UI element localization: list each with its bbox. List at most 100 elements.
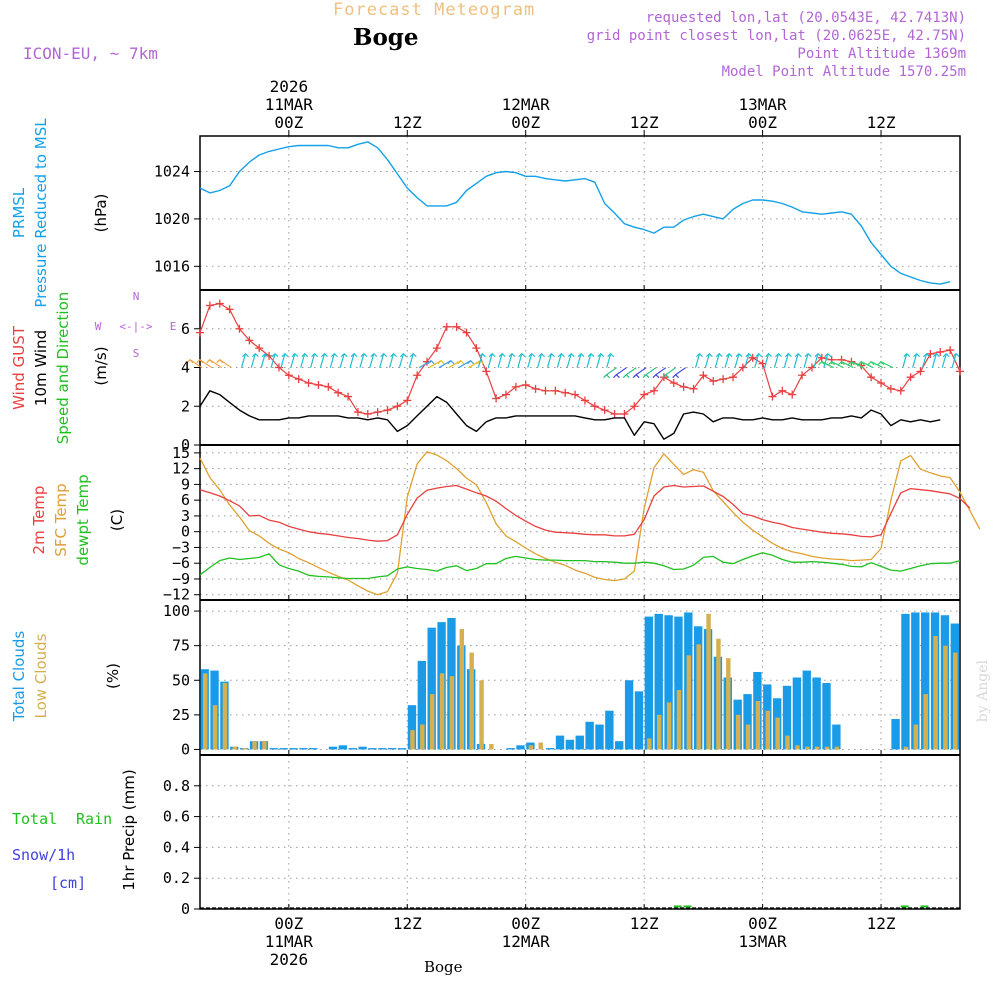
wind-barb: [388, 353, 395, 368]
wind-barb: [319, 353, 326, 368]
gust-marker: [413, 371, 422, 380]
low-cloud-bar: [913, 724, 919, 750]
wind-barb-head: [705, 352, 713, 358]
chart-title: Forecast Meteogram: [333, 0, 536, 20]
low-cloud-bar: [933, 635, 938, 750]
bottom-time-label: 12Z: [393, 914, 422, 933]
wind-barb: [398, 353, 404, 368]
pressure-line: [199, 141, 951, 285]
total-cloud-bar: [802, 670, 811, 750]
plot-frame: [199, 135, 961, 910]
low-cloud-bar: [805, 746, 810, 750]
gust-marker: [600, 406, 609, 415]
gust-marker: [284, 371, 293, 380]
wind-barb-head: [196, 358, 204, 364]
gust-marker: [215, 299, 224, 308]
temp-axis-label: SFC Temp: [52, 483, 70, 556]
wind-barb-head: [932, 352, 940, 358]
ytick-label-pressure: 1024: [154, 163, 190, 181]
wind-barb-head: [311, 352, 318, 358]
wind-barb: [290, 353, 296, 368]
wind-axis-label: Speed and Direction: [54, 292, 72, 445]
top-time-label: 12Z: [867, 113, 896, 132]
bottom-time-label: 12Z: [867, 914, 896, 933]
cloud-axis-label: Low Clouds: [32, 633, 50, 718]
gust-marker: [778, 386, 787, 395]
low-cloud-bar: [479, 680, 484, 750]
ytick-label-temp: 6: [181, 491, 190, 509]
gust-marker: [205, 301, 214, 310]
temp-unit: (C): [108, 509, 126, 531]
wind-barb-head: [804, 352, 812, 358]
wind-barb: [921, 353, 928, 368]
wind-barb: [803, 353, 809, 368]
gust-marker: [699, 371, 708, 380]
wind-barb-head: [696, 352, 703, 358]
wind-barb: [813, 353, 819, 368]
label-layer: 1016102010240246−12−9−6−3036912150255075…: [10, 77, 896, 969]
precip-label-total: Total: [12, 810, 57, 828]
wind-barb: [240, 353, 247, 368]
wind-barb: [507, 353, 513, 368]
gust-marker: [896, 386, 905, 395]
bottom-time-label: 00Z: [511, 914, 540, 933]
gust-marker: [906, 373, 915, 382]
wind-barb-head: [488, 352, 496, 358]
low-cloud-bar: [538, 742, 543, 750]
total-cloud-bar: [388, 748, 397, 750]
wind-barb: [744, 353, 750, 368]
gust-marker: [373, 408, 382, 417]
gust-marker: [324, 382, 333, 391]
total-cloud-bar: [269, 748, 278, 750]
low-cloud-bar: [252, 741, 257, 750]
wind-barb-head: [427, 359, 435, 365]
credit-watermark: by Angel: [975, 660, 991, 723]
wind-barb-head: [867, 360, 875, 366]
top-time-label: 11MAR: [265, 95, 314, 114]
wind-barb-head: [642, 373, 650, 379]
top-time-label: 12MAR: [502, 95, 551, 114]
ytick-label-wind: 0: [181, 436, 190, 454]
total-cloud-bar: [565, 739, 575, 750]
top-time-label: 00Z: [748, 113, 777, 132]
total-cloud-bar: [309, 748, 318, 750]
wind-barb: [902, 353, 908, 368]
wind-barb: [517, 353, 523, 368]
ytick-label-precip: 0.4: [163, 838, 190, 856]
cloud-unit: (%): [104, 663, 122, 689]
gust-marker: [709, 377, 718, 386]
total-cloud-bar: [299, 748, 308, 750]
sfc-temp-line: [199, 451, 981, 596]
gust-marker: [403, 396, 412, 405]
pressure-unit: (hPa): [92, 194, 110, 233]
requested-coords: requested lon,lat (20.0543E, 42.7413N): [645, 10, 966, 26]
wind-barb-head: [437, 359, 445, 365]
ytick-label-temp: 3: [181, 507, 190, 525]
ytick-label-temp: −9: [172, 570, 190, 588]
ytick-label-temp: 12: [172, 460, 190, 478]
wind-barb: [783, 353, 789, 368]
total-cloud-bar: [417, 660, 427, 750]
wind-barb-head: [662, 373, 670, 379]
gust-marker: [748, 353, 757, 362]
wind-barb-head: [672, 373, 680, 379]
compass-bar: <-|->: [119, 320, 152, 333]
wind-axis-label: Wind GUST: [10, 325, 28, 410]
compass-w: W: [95, 320, 102, 333]
wind-barb-head: [301, 352, 309, 358]
bottom-time-label: 00Z: [274, 914, 303, 933]
wind-barb-head: [330, 352, 338, 358]
wind-barb-head: [632, 373, 640, 379]
wind-barb-head: [877, 360, 885, 366]
rain-bar: [900, 905, 909, 908]
wind-barb-head: [612, 373, 620, 379]
wind-barb-head: [548, 352, 555, 358]
compass-s: S: [133, 347, 140, 360]
rain-bar: [683, 905, 692, 908]
low-cloud-bar: [666, 702, 672, 750]
gust-marker: [245, 336, 254, 345]
low-cloud-bar: [824, 746, 830, 750]
gust-marker: [916, 367, 925, 376]
ytick-label-temp: −12: [163, 586, 190, 604]
